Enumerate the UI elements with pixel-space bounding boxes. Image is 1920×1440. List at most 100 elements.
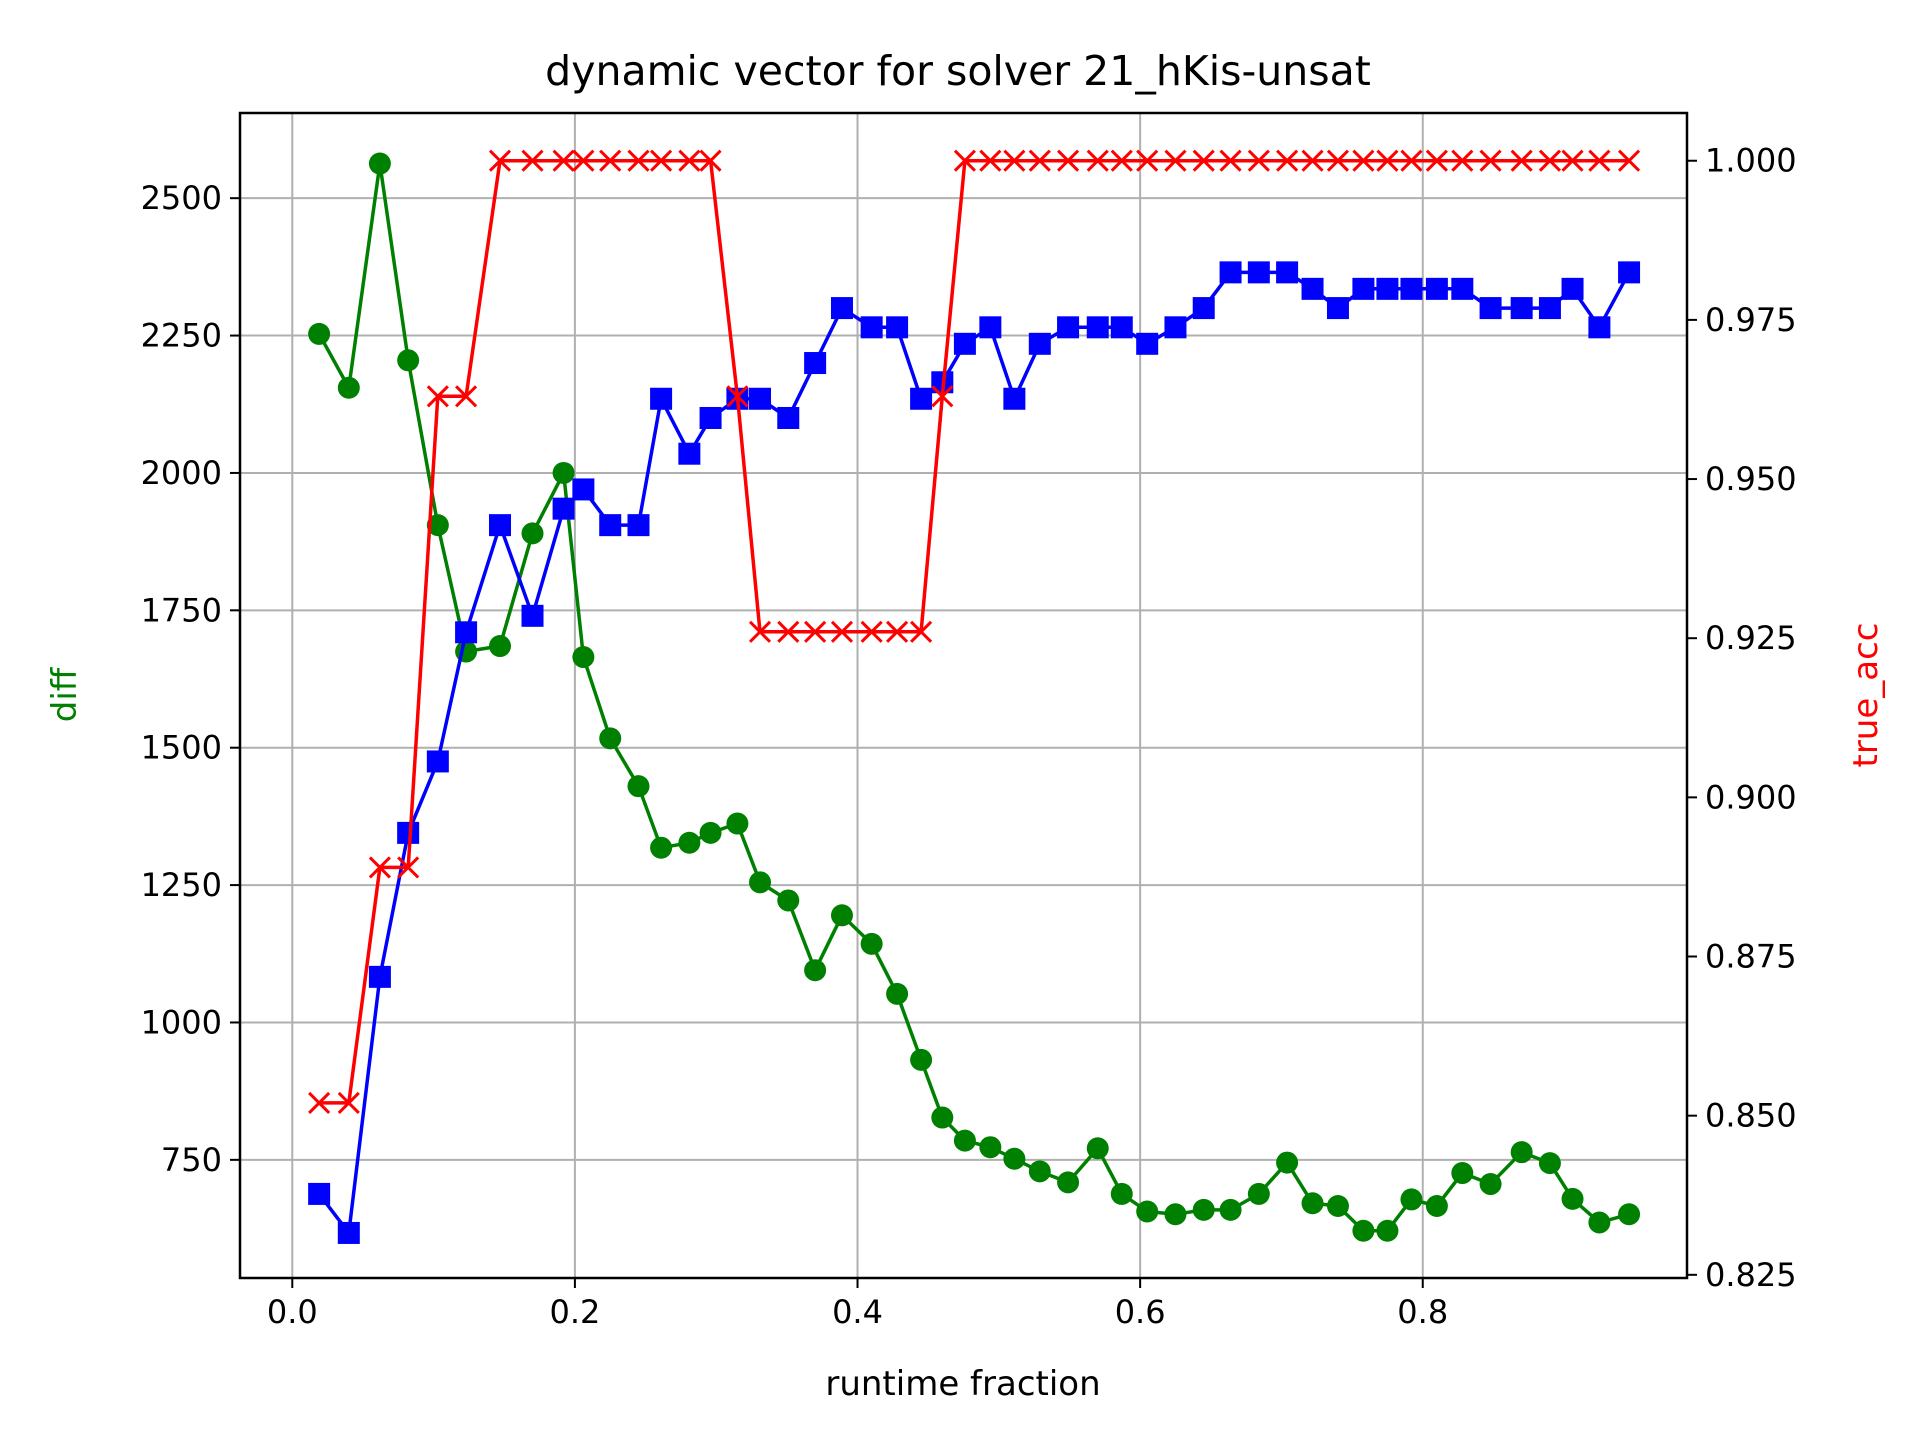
x-axis-label: runtime fraction bbox=[825, 1364, 1100, 1404]
data-point bbox=[830, 904, 853, 927]
plot-frame bbox=[238, 111, 1689, 1280]
series-blue bbox=[308, 261, 1641, 1244]
data-point bbox=[1276, 149, 1299, 172]
data-point bbox=[1110, 1182, 1133, 1205]
data-point bbox=[953, 149, 976, 172]
data-point bbox=[1301, 149, 1324, 172]
data-point bbox=[1425, 149, 1448, 172]
data-point bbox=[552, 497, 575, 520]
data-point bbox=[699, 821, 722, 844]
data-point bbox=[1618, 261, 1641, 284]
y-tick-label-left: 2250 bbox=[141, 317, 222, 355]
data-point bbox=[1192, 1198, 1215, 1221]
series-diff bbox=[308, 152, 1641, 1242]
data-point bbox=[777, 889, 800, 912]
data-point bbox=[1326, 1195, 1349, 1218]
data-point bbox=[1538, 297, 1561, 320]
data-point bbox=[1510, 297, 1533, 320]
data-point bbox=[777, 620, 800, 643]
data-point bbox=[910, 387, 933, 410]
data-point bbox=[397, 821, 420, 844]
data-point bbox=[1164, 1203, 1187, 1226]
data-point bbox=[931, 1106, 954, 1129]
data-point bbox=[627, 149, 650, 172]
y-tick-label-right: 0.925 bbox=[1705, 619, 1797, 657]
data-point bbox=[1136, 1200, 1159, 1223]
data-point bbox=[1247, 261, 1270, 284]
y-tick-label-left: 1500 bbox=[141, 729, 222, 767]
y-tick-label-right: 1.000 bbox=[1705, 142, 1797, 180]
data-point bbox=[678, 831, 701, 854]
y-tick-label-right: 0.975 bbox=[1705, 301, 1797, 339]
data-point bbox=[489, 514, 512, 537]
data-point bbox=[1376, 277, 1399, 300]
data-point bbox=[552, 149, 575, 172]
data-point bbox=[650, 387, 673, 410]
data-point bbox=[678, 442, 701, 465]
data-point bbox=[397, 349, 420, 372]
x-tick-label: 0.4 bbox=[832, 1293, 883, 1331]
data-point bbox=[1028, 1160, 1051, 1183]
data-point bbox=[1451, 1162, 1474, 1185]
data-point bbox=[1479, 149, 1502, 172]
y-tick-label-right: 0.950 bbox=[1705, 460, 1797, 498]
series-line bbox=[317, 270, 1631, 1235]
data-point bbox=[1451, 149, 1474, 172]
data-point bbox=[953, 1129, 976, 1152]
y-tick-label-left: 2500 bbox=[141, 179, 222, 217]
grid bbox=[240, 113, 1687, 1278]
axes: 0.0 0.2 0.4 0.6 0.8 750 1000 1250 1500 1750 2000 22… bbox=[141, 142, 1797, 1331]
data-point bbox=[1352, 149, 1375, 172]
data-point bbox=[308, 1091, 331, 1114]
data-point bbox=[1164, 149, 1187, 172]
data-point bbox=[979, 1136, 1002, 1159]
data-point bbox=[1425, 1195, 1448, 1218]
data-point bbox=[1192, 297, 1215, 320]
y-tick-label-left: 750 bbox=[161, 1141, 222, 1179]
data-point bbox=[1561, 277, 1584, 300]
data-point bbox=[1057, 1171, 1080, 1194]
x-tick-label: 0.8 bbox=[1397, 1293, 1448, 1331]
y-tick-label-left: 1750 bbox=[141, 591, 222, 629]
data-point bbox=[650, 836, 673, 859]
y-tick-label-left: 2000 bbox=[141, 454, 222, 492]
data-point bbox=[627, 514, 650, 537]
data-point bbox=[699, 406, 722, 429]
y-axis-label-right: true_acc bbox=[1846, 623, 1886, 768]
data-point bbox=[1219, 261, 1242, 284]
data-point bbox=[455, 621, 478, 644]
y-tick-label-left: 1250 bbox=[141, 866, 222, 904]
data-point bbox=[860, 316, 883, 339]
data-point bbox=[337, 1091, 360, 1114]
data-point bbox=[1219, 1198, 1242, 1221]
data-point bbox=[678, 149, 701, 172]
data-point bbox=[886, 316, 909, 339]
data-point bbox=[572, 149, 595, 172]
y-tick-label-right: 0.875 bbox=[1705, 938, 1797, 976]
data-point bbox=[830, 297, 853, 320]
data-point bbox=[1276, 1151, 1299, 1174]
data-point bbox=[1136, 332, 1159, 355]
data-point bbox=[1352, 1219, 1375, 1242]
data-point bbox=[886, 982, 909, 1005]
data-point bbox=[1510, 1141, 1533, 1164]
data-point bbox=[1110, 316, 1133, 339]
data-point bbox=[599, 149, 622, 172]
data-point bbox=[860, 620, 883, 643]
data-point bbox=[368, 152, 391, 175]
data-point bbox=[749, 871, 772, 894]
data-point bbox=[572, 478, 595, 501]
y-tick-label-right: 0.900 bbox=[1705, 778, 1797, 816]
data-point bbox=[804, 959, 827, 982]
data-point bbox=[627, 775, 650, 798]
data-point bbox=[1588, 316, 1611, 339]
series-true-acc bbox=[308, 149, 1641, 1114]
data-point bbox=[777, 406, 800, 429]
x-tick-label: 0.0 bbox=[267, 1293, 318, 1331]
data-point bbox=[552, 461, 575, 484]
data-point bbox=[1425, 277, 1448, 300]
data-point bbox=[1400, 149, 1423, 172]
y-tick-label-right: 0.850 bbox=[1705, 1097, 1797, 1135]
data-point bbox=[1326, 149, 1350, 172]
